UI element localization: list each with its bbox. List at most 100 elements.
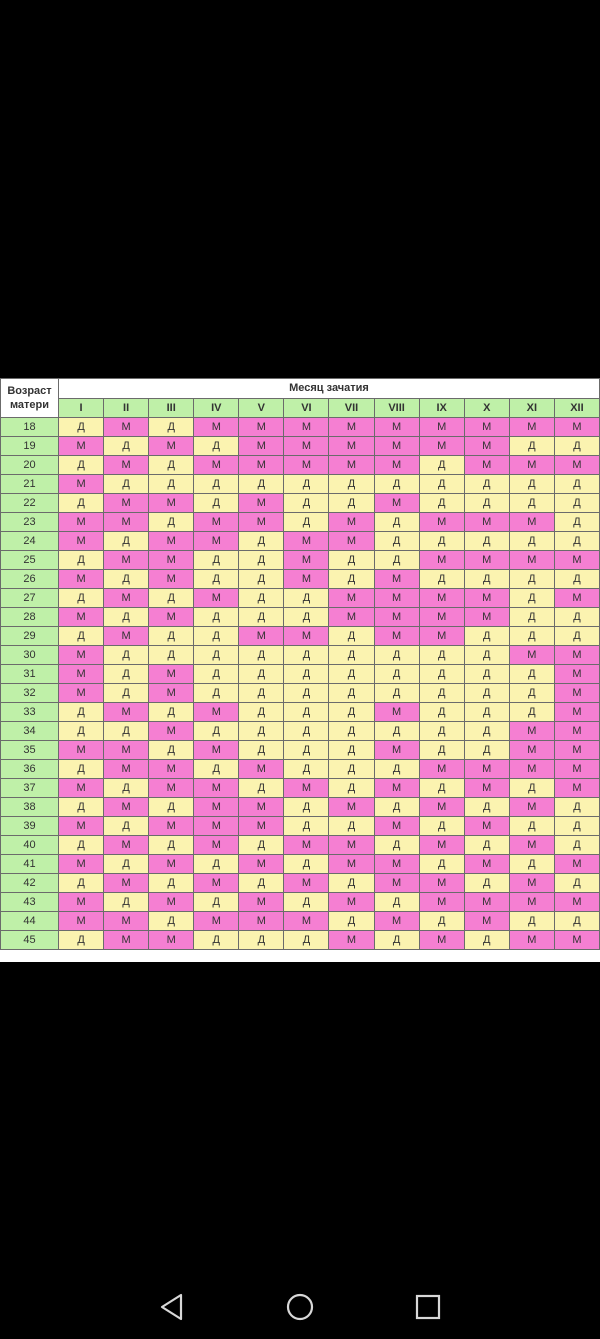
male-cell: М (553, 417, 600, 437)
female-cell: Д (328, 778, 375, 798)
female-cell: Д (283, 892, 330, 912)
female-cell: Д (103, 816, 150, 836)
female-cell: Д (328, 645, 375, 665)
age-cell: 39 (0, 816, 59, 836)
mother-age-header: Возраст матери (0, 378, 59, 418)
female-cell: Д (283, 721, 330, 741)
female-cell: Д (283, 588, 330, 608)
female-cell: Д (418, 455, 465, 475)
male-cell: М (283, 911, 330, 931)
table-row: 23 М М Д М М Д М Д М М М Д (0, 512, 600, 532)
male-cell: М (508, 721, 555, 741)
female-cell: Д (553, 797, 600, 817)
female-cell: Д (238, 607, 285, 627)
male-cell: М (463, 417, 510, 437)
male-cell: М (193, 816, 240, 836)
male-cell: М (418, 512, 465, 532)
female-cell: Д (508, 588, 555, 608)
back-icon[interactable] (157, 1292, 187, 1322)
female-cell: Д (238, 550, 285, 570)
male-cell: М (418, 417, 465, 437)
female-cell: Д (553, 493, 600, 513)
navigation-bar (0, 1270, 600, 1339)
age-cell: 43 (0, 892, 59, 912)
male-cell: М (148, 778, 195, 798)
age-cell: 35 (0, 740, 59, 760)
male-cell: М (553, 759, 600, 779)
male-cell: М (148, 854, 195, 874)
female-cell: Д (418, 721, 465, 741)
home-icon[interactable] (285, 1292, 315, 1322)
female-cell: Д (418, 854, 465, 874)
female-cell: Д (193, 664, 240, 684)
male-cell: М (103, 512, 150, 532)
male-cell: М (508, 930, 555, 950)
female-cell: Д (373, 683, 420, 703)
male-cell: М (148, 664, 195, 684)
table-row: 44 М М Д М М М Д М Д М Д Д (0, 911, 600, 931)
male-cell: М (418, 436, 465, 456)
male-cell: М (193, 911, 240, 931)
female-cell: Д (553, 436, 600, 456)
female-cell: Д (418, 816, 465, 836)
male-cell: М (373, 854, 420, 874)
female-cell: Д (373, 531, 420, 551)
age-cell: 27 (0, 588, 59, 608)
male-cell: М (57, 740, 105, 760)
mother-age-label-line2: матери (9, 399, 50, 411)
female-cell: Д (418, 702, 465, 722)
female-cell: Д (103, 474, 150, 494)
male-cell: М (373, 417, 420, 437)
male-cell: М (238, 892, 285, 912)
female-cell: Д (148, 512, 195, 532)
male-cell: М (463, 816, 510, 836)
male-cell: М (103, 911, 150, 931)
age-cell: 22 (0, 493, 59, 513)
table-row: 42 Д М Д М Д М Д М М Д М Д (0, 873, 600, 893)
female-cell: Д (373, 550, 420, 570)
male-cell: М (508, 417, 555, 437)
male-cell: М (463, 911, 510, 931)
female-cell: Д (508, 664, 555, 684)
male-cell: М (283, 569, 330, 589)
male-cell: М (238, 417, 285, 437)
female-cell: Д (148, 417, 195, 437)
age-cell: 23 (0, 512, 59, 532)
female-cell: Д (418, 911, 465, 931)
recents-icon[interactable] (413, 1292, 443, 1322)
age-cell: 29 (0, 626, 59, 646)
female-cell: Д (238, 835, 285, 855)
female-cell: Д (553, 569, 600, 589)
male-cell: М (57, 854, 105, 874)
male-cell: М (328, 892, 375, 912)
male-cell: М (373, 740, 420, 760)
male-cell: М (508, 455, 555, 475)
male-cell: М (463, 512, 510, 532)
male-cell: М (508, 645, 555, 665)
female-cell: Д (148, 455, 195, 475)
female-cell: Д (193, 721, 240, 741)
female-cell: Д (508, 626, 555, 646)
male-cell: М (418, 550, 465, 570)
female-cell: Д (463, 721, 510, 741)
female-cell: Д (373, 930, 420, 950)
male-cell: М (103, 797, 150, 817)
male-cell: М (508, 512, 555, 532)
male-cell: М (57, 474, 105, 494)
table-row: 41 М Д М Д М Д М М Д М Д М (0, 854, 600, 874)
female-cell: Д (283, 645, 330, 665)
female-cell: Д (283, 512, 330, 532)
male-cell: М (553, 550, 600, 570)
male-cell: М (103, 626, 150, 646)
age-cell: 36 (0, 759, 59, 779)
male-cell: М (103, 550, 150, 570)
table-row: 39 М Д М М М Д Д М Д М Д Д (0, 816, 600, 836)
male-cell: М (463, 550, 510, 570)
male-cell: М (148, 816, 195, 836)
female-cell: Д (57, 835, 105, 855)
female-cell: Д (418, 683, 465, 703)
male-cell: М (238, 911, 285, 931)
male-cell: М (328, 835, 375, 855)
male-cell: М (148, 892, 195, 912)
female-cell: Д (418, 778, 465, 798)
